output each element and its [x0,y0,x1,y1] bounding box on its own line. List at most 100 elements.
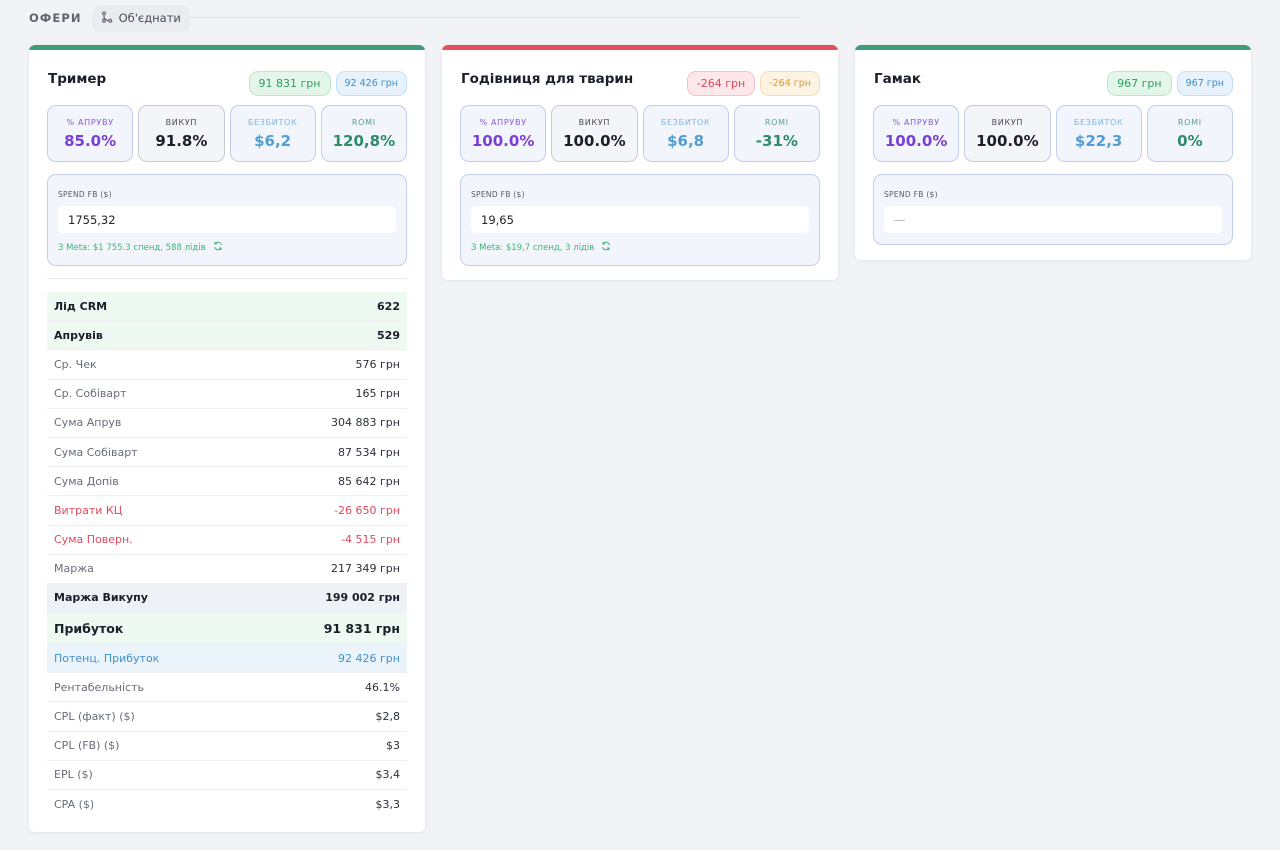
refresh-icon[interactable] [601,241,611,254]
metric-value: 304 883 грн [331,416,400,430]
header-divider [190,17,800,18]
metric-label: Ср. Чек [54,357,97,371]
metric-row: Лід CRM 622 [47,292,407,322]
spend-label: SPEND FB ($) [884,190,938,199]
metric-value: 91 831 грн [323,620,400,636]
metric-label: CPL (факт) ($) [54,710,135,724]
metric-label: Сума Апрув [54,416,122,430]
card-title: Годівниця для тварин [461,71,634,87]
stat-label: БЕЗБИТОК [247,118,298,127]
stat-value: 0% [1177,132,1203,150]
metric-value: 165 грн [355,387,400,401]
card-badges: 967 грн 967 грн [1107,71,1233,96]
profit-badge: 91 831 грн [248,71,331,96]
stats-row: % АПРУВУ 85.0% ВИКУП 91.8% БЕЗБИТОК $6,2… [47,105,407,162]
stat-romi: ROMI -31% [733,105,820,162]
merge-icon [101,10,113,26]
metric-label: Прибуток [54,620,124,636]
stat-value: 100.0% [563,132,626,150]
profit-badge: 967 грн [1107,71,1172,96]
stat-label: ВИКУП [991,118,1024,127]
metric-row: Сума Апрув 304 883 грн [47,409,407,438]
metric-value: 576 грн [355,357,400,371]
metric-value: -4 515 грн [341,533,400,547]
metric-row-profit: Прибуток 91 831 грн [47,613,407,645]
stat-approve-rate: % АПРУВУ 100.0% [460,105,547,162]
metric-value: 217 349 грн [331,562,400,576]
stat-value: 91.8% [155,132,208,150]
offer-card: Гамак 967 грн 967 грн % АПРУВУ 100.0% ВИ… [855,45,1251,260]
spend-input[interactable] [58,206,396,233]
spend-input[interactable] [884,206,1222,233]
stat-value: -31% [755,132,798,150]
potential-profit-badge: 967 грн [1176,71,1233,96]
profit-badge: -264 грн [686,71,756,96]
metric-row: EPL ($) $3,4 [47,761,407,790]
metric-label: Потенц. Прибуток [54,651,160,665]
metric-value: 199 002 грн [325,591,400,605]
stat-value: $6,2 [254,132,292,150]
card-header: Гамак 967 грн 967 грн [855,50,1251,99]
stat-value: 100.0% [976,132,1039,150]
stat-breakeven: БЕЗБИТОК $6,2 [229,105,316,162]
stats-row: % АПРУВУ 100.0% ВИКУП 100.0% БЕЗБИТОК $2… [873,105,1233,162]
spend-label: SPEND FB ($) [58,190,112,199]
metric-row-potential: Потенц. Прибуток 92 426 грн [47,644,407,674]
offer-card: Тример 91 831 грн 92 426 грн % АПРУВУ 85… [29,45,425,832]
meta-info-text: З Meta: $1 755.3 спенд, 588 лідів [58,242,206,253]
stat-label: % АПРУВУ [479,118,527,127]
potential-profit-badge: 92 426 грн [335,71,407,96]
spend-box: SPEND FB ($) [873,174,1233,245]
metric-row: Апрувів 529 [47,321,407,351]
metric-row: Сума Поверн. -4 515 грн [47,526,407,555]
stat-label: БЕЗБИТОК [660,118,711,127]
metric-row: CPA ($) $3,3 [47,790,407,819]
card-status-bar [442,45,838,50]
stat-buyout: ВИКУП 91.8% [138,105,225,162]
offer-card: Годівниця для тварин -264 грн -264 грн %… [442,45,838,280]
metric-value: 85 642 грн [338,474,400,488]
card-title: Тример [48,71,107,87]
stat-approve-rate: % АПРУВУ 85.0% [47,105,134,162]
spend-input[interactable] [471,206,809,233]
metric-value: -26 650 грн [334,503,400,517]
card-header: Тример 91 831 грн 92 426 грн [29,50,425,99]
metric-label: Лід CRM [54,299,108,313]
metric-row: Сума Допів 85 642 грн [47,467,407,497]
metric-row: Ср. Чек 576 грн [47,350,407,380]
metric-value: 622 [377,299,400,313]
metric-value: $3,4 [375,768,401,782]
stat-value: $6,8 [667,132,705,150]
card-header: Годівниця для тварин -264 грн -264 грн [442,50,838,99]
spend-box: SPEND FB ($) З Meta: $1 755.3 спенд, 588… [47,174,407,266]
metric-label: Апрувів [54,328,103,342]
stat-value: $22,3 [1074,132,1123,150]
stat-label: ВИКУП [578,118,611,127]
stat-label: % АПРУВУ [66,118,114,127]
potential-profit-badge: -264 грн [760,71,820,96]
card-badges: 91 831 грн 92 426 грн [248,71,407,96]
metrics-table: Лід CRM 622 Апрувів 529 Ср. Чек 576 грн Ср.… [47,292,407,819]
metric-label: Сума Допів [54,474,119,488]
metric-label: CPA ($) [54,798,95,812]
metric-label: Рентабельність [54,680,144,694]
stat-approve-rate: % АПРУВУ 100.0% [873,105,960,162]
offers-header: ОФЕРИ Об'єднати [29,4,190,32]
spend-box: SPEND FB ($) З Meta: $19,7 спенд, 3 ліді… [460,174,820,266]
stat-breakeven: БЕЗБИТОК $22,3 [1055,105,1142,162]
merge-button[interactable]: Об'єднати [91,4,190,32]
stat-label: БЕЗБИТОК [1073,118,1124,127]
card-divider [47,278,407,279]
card-status-bar [855,45,1251,50]
stat-label: ROMI [351,118,376,127]
metric-value: 92 426 грн [338,651,400,665]
stat-label: % АПРУВУ [892,118,940,127]
stat-breakeven: БЕЗБИТОК $6,8 [642,105,729,162]
metric-value: 87 534 грн [338,445,400,459]
stat-buyout: ВИКУП 100.0% [964,105,1051,162]
metric-row: Ср. Собіварт 165 грн [47,380,407,409]
metric-row: Маржа Викупу 199 002 грн [47,583,407,614]
refresh-icon[interactable] [213,241,223,254]
metric-label: Сума Собіварт [54,445,138,459]
metric-label: Маржа Викупу [54,591,148,605]
